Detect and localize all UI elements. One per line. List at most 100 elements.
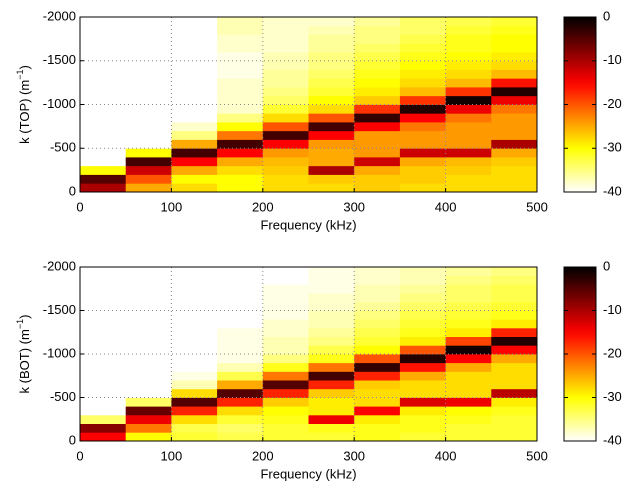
heatmap-cell [80, 78, 127, 88]
heatmap-cell [217, 122, 264, 132]
heatmap-cell [491, 157, 538, 167]
heatmap-cell [491, 69, 538, 79]
heatmap-cell [354, 113, 401, 123]
heatmap-cell [399, 183, 446, 193]
heatmap-cell [491, 371, 538, 381]
heatmap-cell [399, 414, 446, 424]
heatmap-cell [80, 34, 127, 44]
heatmap-cell [491, 165, 538, 175]
heatmap-cell [262, 148, 309, 158]
heatmap-cell [399, 310, 446, 320]
heatmap-cell [491, 362, 538, 372]
heatmap-cell [399, 87, 446, 97]
heatmap-cell [491, 284, 538, 294]
heatmap-cell [262, 354, 309, 364]
x-tick-label: 300 [343, 448, 365, 463]
heatmap-cell [445, 87, 492, 97]
heatmap-cell [125, 183, 172, 193]
heatmap-cell [80, 397, 127, 407]
heatmap-cell [125, 34, 172, 44]
heatmap-cell [491, 113, 538, 123]
heatmap-cell [217, 87, 264, 97]
heatmap-cell [491, 336, 538, 346]
heatmap-cell [445, 43, 492, 53]
heatmap-cell [399, 157, 446, 167]
heatmap-cell [399, 34, 446, 44]
heatmap-cell [445, 148, 492, 158]
heatmap-cell [80, 87, 127, 97]
heatmap-cell [399, 43, 446, 53]
heatmap-cell [491, 183, 538, 193]
colorbar-tick-label: 0 [603, 258, 610, 273]
heatmap-cell [262, 165, 309, 175]
heatmap-cell [262, 414, 309, 424]
heatmap-cell [399, 69, 446, 79]
heatmap-cell [171, 354, 218, 364]
heatmap-cell [354, 336, 401, 346]
heatmap-cell [354, 310, 401, 320]
heatmap-cell [80, 69, 127, 79]
heatmap-cell [354, 267, 401, 277]
heatmap-cell [308, 87, 355, 97]
heatmap-cell [217, 148, 264, 158]
y-tick-label: -1500 [43, 52, 76, 67]
heatmap-cell [491, 52, 538, 62]
heatmap-cell [171, 139, 218, 149]
heatmap-cell [217, 17, 264, 27]
heatmap-cell [308, 157, 355, 167]
heatmap-cell [262, 301, 309, 311]
heatmap-cell [171, 34, 218, 44]
colorbar-tick-label: -40 [603, 432, 622, 447]
heatmap-cell [80, 327, 127, 337]
heatmap-cell [399, 362, 446, 372]
heatmap-cell [125, 130, 172, 140]
y-tick-label: -1000 [43, 345, 76, 360]
y-axis-label-sup: −1 [15, 319, 25, 329]
heatmap-cell [399, 104, 446, 114]
heatmap-cell [308, 284, 355, 294]
heatmap-cell [354, 275, 401, 285]
heatmap-cell [262, 380, 309, 390]
heatmap-cell [80, 174, 127, 184]
heatmap-cell [491, 148, 538, 158]
heatmap-cell [217, 354, 264, 364]
heatmap-cell [171, 380, 218, 390]
heatmap-cell [399, 174, 446, 184]
heatmap-cell [308, 310, 355, 320]
heatmap-cell [354, 52, 401, 62]
heatmap-cell [445, 139, 492, 149]
heatmap-cell [125, 293, 172, 303]
heatmap-cell [399, 78, 446, 88]
heatmap-cell [445, 34, 492, 44]
heatmap-cell [217, 34, 264, 44]
heatmap-cell [217, 414, 264, 424]
y-axis-label: k (TOP) (m−1) [15, 65, 32, 144]
heatmap-cell [491, 414, 538, 424]
y-tick-label: -1500 [43, 302, 76, 317]
heatmap-cell [491, 327, 538, 337]
heatmap-cell [354, 43, 401, 53]
colorbar-tick-label: -40 [603, 183, 622, 198]
heatmap-cell [125, 414, 172, 424]
y-axis-label-base: k (TOP) (m [17, 80, 32, 144]
heatmap-cell [80, 293, 127, 303]
heatmap-cell [354, 414, 401, 424]
heatmap-cell [171, 157, 218, 167]
heatmap-cell [354, 354, 401, 364]
heatmap-cell [445, 130, 492, 140]
heatmap-cell [125, 148, 172, 158]
heatmap-cell [354, 17, 401, 27]
y-tick-label: -2000 [43, 258, 76, 273]
heatmap-cell [125, 52, 172, 62]
heatmap-cell [217, 301, 264, 311]
heatmap-cell [217, 174, 264, 184]
colorbar-tick-label: -20 [603, 345, 622, 360]
heatmap-cell [308, 275, 355, 285]
heatmap-cell [308, 78, 355, 88]
heatmap-cell [171, 319, 218, 329]
heatmap-cell [125, 301, 172, 311]
heatmap-cell [217, 165, 264, 175]
heatmap-cell [217, 25, 264, 35]
heatmap-cell [354, 319, 401, 329]
